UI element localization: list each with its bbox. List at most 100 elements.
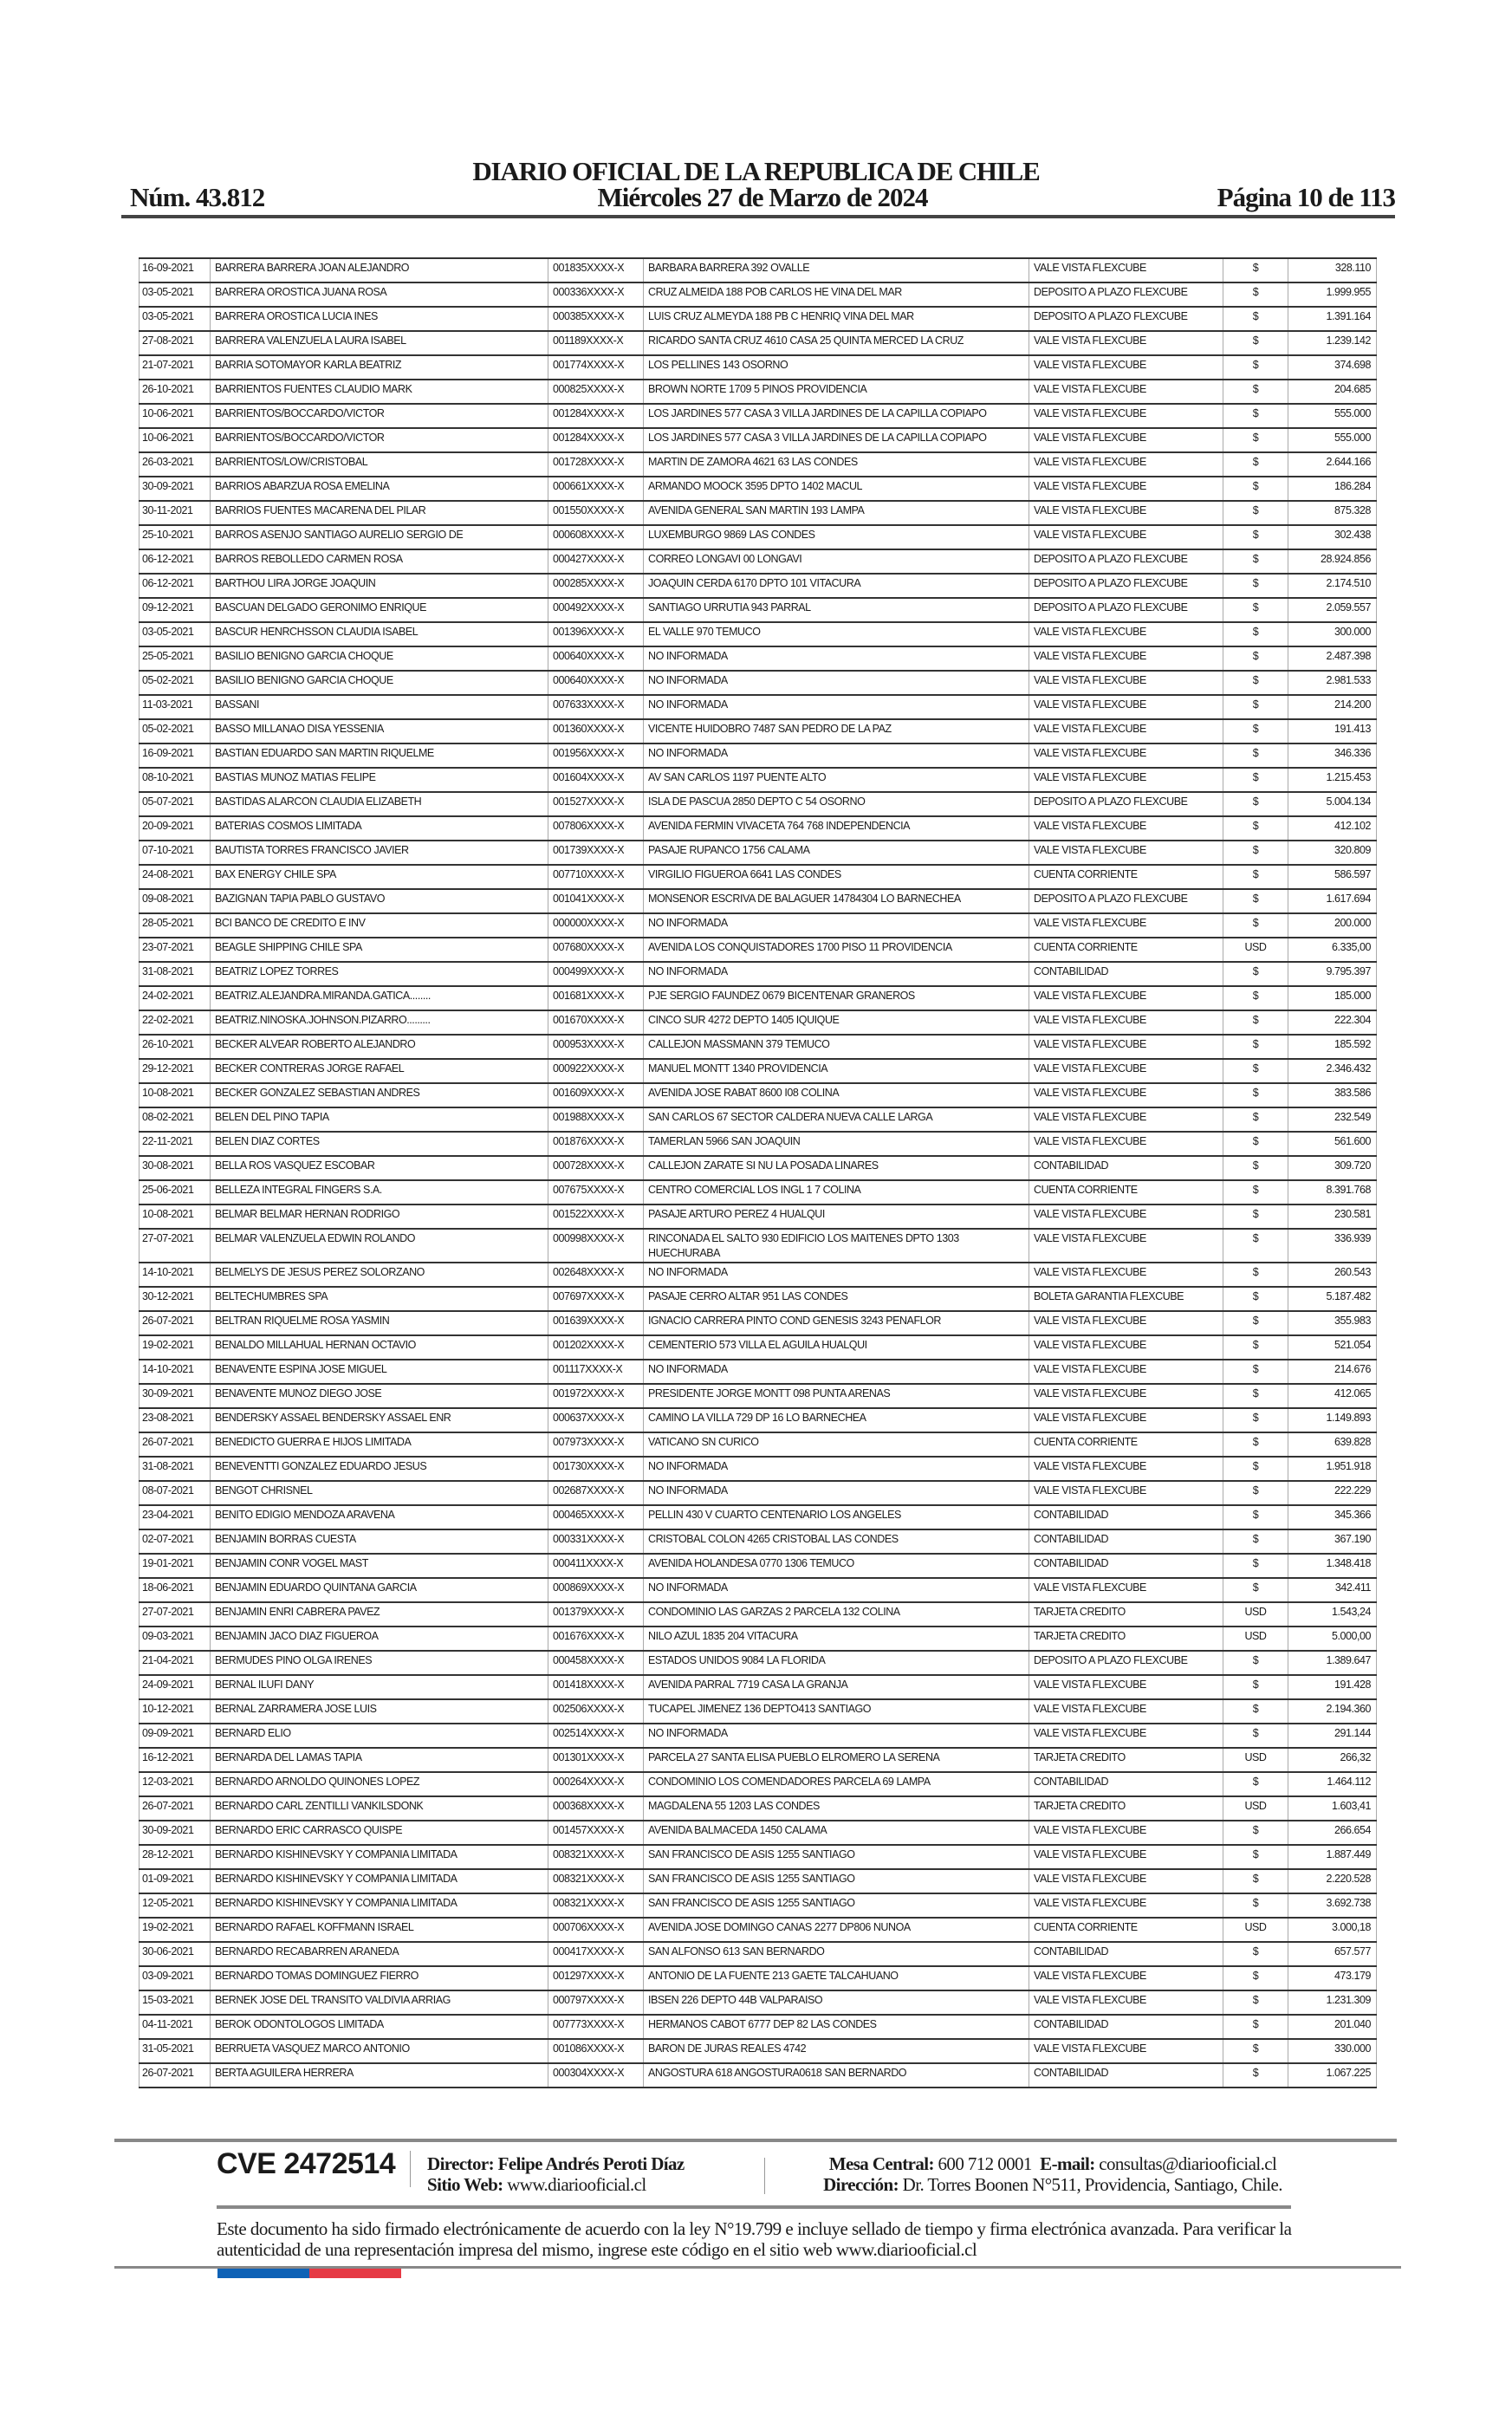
table-row: 05-07-2021 BASTIDAS ALARCON CLAUDIA ELIZA… xyxy=(139,791,1377,817)
cell-address: NO INFORMADA xyxy=(643,961,1029,987)
cell-date: 26-07-2021 xyxy=(139,2062,211,2088)
cell-holder-name: BERNARDO CARL ZENTILLI VANKILSDONK xyxy=(210,1795,548,1821)
table-row: 30-09-2021 BENAVENTE MUNOZ DIEGO JOSE 0019… xyxy=(139,1383,1377,1409)
cell-currency: $ xyxy=(1223,912,1288,938)
cell-product: VALE VISTA FLEXCUBE xyxy=(1029,646,1223,672)
cell-holder-name: BEATRIZ LOPEZ TORRES xyxy=(210,961,548,987)
table-row: 28-05-2021 BCI BANCO DE CREDITO E INV 0000… xyxy=(139,912,1377,938)
cell-address: NILO AZUL 1835 204 VITACURA xyxy=(643,1626,1029,1652)
cell-product: DEPOSITO A PLAZO FLEXCUBE xyxy=(1029,282,1223,308)
cell-currency: $ xyxy=(1223,1058,1288,1084)
cell-amount: 191.428 xyxy=(1288,1674,1377,1700)
cell-rut: 000998XXXX-X xyxy=(548,1228,644,1263)
cell-address: PARCELA 27 SANTA ELISA PUEBLO ELROMERO L… xyxy=(643,1747,1029,1773)
table-row: 04-11-2021 BEROK ODONTOLOGOS LIMITADA 0077… xyxy=(139,2014,1377,2040)
cell-product: VALE VISTA FLEXCUBE xyxy=(1029,1058,1223,1084)
cell-date: 23-07-2021 xyxy=(139,937,211,963)
cell-amount: 2.194.360 xyxy=(1288,1698,1377,1724)
cell-holder-name: BASCUAN DELGADO GERONIMO ENRIQUE xyxy=(210,597,548,623)
footer-separator xyxy=(410,2151,411,2187)
cell-currency: $ xyxy=(1223,573,1288,599)
cell-date: 04-11-2021 xyxy=(139,2014,211,2040)
cell-currency: $ xyxy=(1223,597,1288,623)
cell-date: 20-09-2021 xyxy=(139,815,211,841)
cell-holder-name: BERNARDO KISHINEVSKY Y COMPANIA LIMITADA xyxy=(210,1868,548,1894)
table-row: 31-08-2021 BEATRIZ LOPEZ TORRES 000499XXXX… xyxy=(139,961,1377,987)
cell-holder-name: BASTIAS MUNOZ MATIAS FELIPE xyxy=(210,767,548,793)
cell-currency: $ xyxy=(1223,2038,1288,2064)
cell-address: SAN FRANCISCO DE ASIS 1255 SANTIAGO xyxy=(643,1868,1029,1894)
cell-rut: 008321XXXX-X xyxy=(548,1844,644,1870)
cell-date: 31-05-2021 xyxy=(139,2038,211,2064)
cell-holder-name: BARROS ASENJO SANTIAGO AURELIO SERGIO DE xyxy=(210,524,548,550)
cell-date: 19-02-2021 xyxy=(139,1334,211,1360)
table-row: 15-03-2021 BERNEK JOSE DEL TRANSITO VALDI… xyxy=(139,1990,1377,2016)
cell-product: VALE VISTA FLEXCUBE xyxy=(1029,500,1223,526)
cell-currency: $ xyxy=(1223,1228,1288,1263)
table-row: 07-10-2021 BAUTISTA TORRES FRANCISCO JAVI… xyxy=(139,840,1377,866)
table-row: 08-02-2021 BELEN DEL PINO TAPIA 001988XXXX… xyxy=(139,1107,1377,1133)
cell-currency: USD xyxy=(1223,1795,1288,1821)
table-row: 03-09-2021 BERNARDO TOMAS DOMINGUEZ FIERR… xyxy=(139,1965,1377,1991)
cell-product: CONTABILIDAD xyxy=(1029,1504,1223,1530)
cell-holder-name: BENJAMIN BORRAS CUESTA xyxy=(210,1529,548,1555)
cell-amount: 657.577 xyxy=(1288,1941,1377,1967)
cell-holder-name: BENITO EDIGIO MENDOZA ARAVENA xyxy=(210,1504,548,1530)
website-link[interactable]: www.diariooficial.cl xyxy=(507,2174,646,2195)
cell-rut: 000336XXXX-X xyxy=(548,282,644,308)
cell-product: CONTABILIDAD xyxy=(1029,1529,1223,1555)
cell-address: AVENIDA PARRAL 7719 CASA LA GRANJA xyxy=(643,1674,1029,1700)
cell-currency: $ xyxy=(1223,1034,1288,1060)
cell-rut: 001670XXXX-X xyxy=(548,1010,644,1036)
cell-currency: $ xyxy=(1223,621,1288,647)
cell-rut: 001189XXXX-X xyxy=(548,330,644,356)
table-row: 23-04-2021 BENITO EDIGIO MENDOZA ARAVENA 0… xyxy=(139,1504,1377,1530)
cell-date: 29-12-2021 xyxy=(139,1058,211,1084)
email-link[interactable]: consultas@diariooficial.cl xyxy=(1099,2153,1277,2174)
cell-rut: 000465XXXX-X xyxy=(548,1504,644,1530)
cell-holder-name: BERMUDES PINO OLGA IRENES xyxy=(210,1650,548,1676)
cell-date: 05-02-2021 xyxy=(139,670,211,696)
cell-address: AVENIDA LOS CONQUISTADORES 1700 PISO 11 … xyxy=(643,937,1029,963)
table-row: 30-09-2021 BARRIOS ABARZUA ROSA EMELINA 00… xyxy=(139,476,1377,502)
cell-date: 03-09-2021 xyxy=(139,1965,211,1991)
cell-currency: $ xyxy=(1223,1359,1288,1385)
table-row: 03-05-2021 BARRERA OROSTICA JUANA ROSA 000… xyxy=(139,282,1377,308)
cell-amount: 3.692.738 xyxy=(1288,1893,1377,1919)
cell-holder-name: BASTIAN EDUARDO SAN MARTIN RIQUELME xyxy=(210,743,548,769)
cell-product: VALE VISTA FLEXCUBE xyxy=(1029,1456,1223,1482)
cell-amount: 412.065 xyxy=(1288,1383,1377,1409)
cell-date: 09-03-2021 xyxy=(139,1626,211,1652)
cell-rut: 001360XXXX-X xyxy=(548,718,644,744)
cell-amount: 355.983 xyxy=(1288,1310,1377,1336)
cell-address: PJE SERGIO FAUNDEZ 0679 BICENTENAR GRANE… xyxy=(643,985,1029,1011)
cell-rut: 000264XXXX-X xyxy=(548,1771,644,1797)
cell-rut: 001550XXXX-X xyxy=(548,500,644,526)
cell-amount: 1.239.142 xyxy=(1288,330,1377,356)
table-row: 26-10-2021 BARRIENTOS FUENTES CLAUDIO MAR… xyxy=(139,379,1377,405)
cell-date: 25-05-2021 xyxy=(139,646,211,672)
cell-rut: 000825XXXX-X xyxy=(548,379,644,405)
cell-holder-name: BELEN DEL PINO TAPIA xyxy=(210,1107,548,1133)
cell-rut: 001522XXXX-X xyxy=(548,1204,644,1230)
cell-date: 06-12-2021 xyxy=(139,573,211,599)
cell-amount: 186.284 xyxy=(1288,476,1377,502)
director-label: Director: xyxy=(427,2153,495,2174)
cell-product: VALE VISTA FLEXCUBE xyxy=(1029,840,1223,866)
table-row: 06-12-2021 BARROS REBOLLEDO CARMEN ROSA 00… xyxy=(139,549,1377,575)
cell-product: VALE VISTA FLEXCUBE xyxy=(1029,403,1223,429)
cell-holder-name: BASSO MILLANAO DISA YESSENIA xyxy=(210,718,548,744)
cell-rut: 000285XXXX-X xyxy=(548,573,644,599)
cell-amount: 200.000 xyxy=(1288,912,1377,938)
table-row: 03-05-2021 BARRERA OROSTICA LUCIA INES 000… xyxy=(139,306,1377,332)
cell-address: SAN FRANCISCO DE ASIS 1255 SANTIAGO xyxy=(643,1844,1029,1870)
cell-amount: 1.149.893 xyxy=(1288,1407,1377,1433)
cell-rut: 000640XXXX-X xyxy=(548,646,644,672)
cell-product: VALE VISTA FLEXCUBE xyxy=(1029,1893,1223,1919)
cell-amount: 2.059.557 xyxy=(1288,597,1377,623)
cell-address: NO INFORMADA xyxy=(643,1480,1029,1506)
cell-holder-name: BENDERSKY ASSAEL BENDERSKY ASSAEL ENR xyxy=(210,1407,548,1433)
cell-product: VALE VISTA FLEXCUBE xyxy=(1029,1723,1223,1749)
cell-currency: $ xyxy=(1223,1723,1288,1749)
cell-holder-name: BELTRAN RIQUELME ROSA YASMIN xyxy=(210,1310,548,1336)
